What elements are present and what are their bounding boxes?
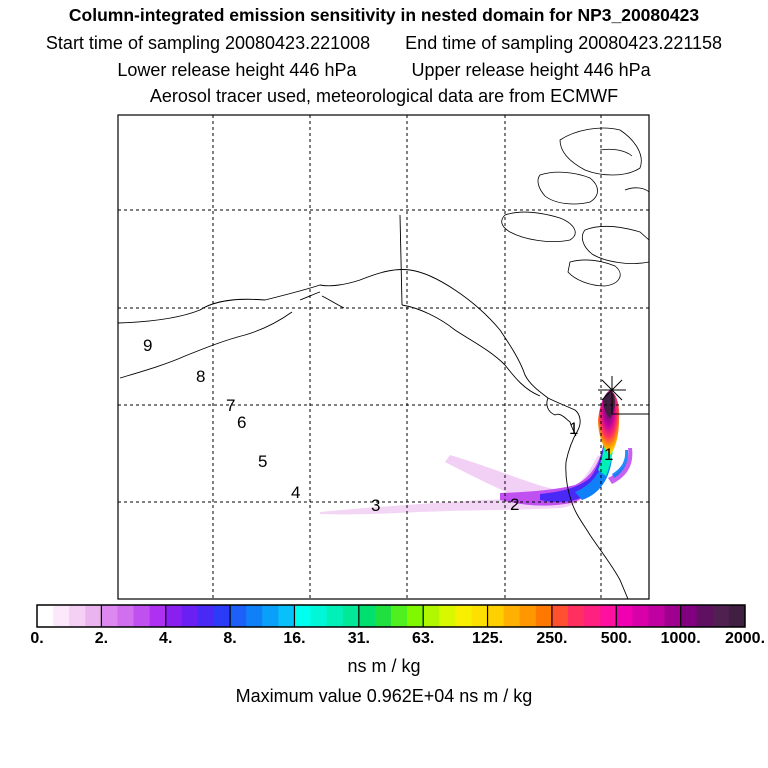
- color-scale-cell: [728, 605, 746, 627]
- position-label: 8: [196, 367, 205, 386]
- start-time-label: Start time of sampling 20080423.221008: [45, 33, 371, 53]
- map-frame: [117, 114, 650, 600]
- map-background: [118, 115, 649, 599]
- position-label: 4: [291, 483, 300, 502]
- color-scale-cell: [214, 605, 231, 627]
- max-value-label: Maximum value 0.962E+04 ns m / kg: [235, 686, 533, 706]
- color-scale-cell: [568, 605, 585, 627]
- release-heights: Lower release height 446 hPa Upper relea…: [0, 60, 768, 81]
- color-scale-cell: [519, 605, 537, 627]
- lower-height-label: Lower release height 446 hPa: [117, 60, 357, 80]
- color-scale-cell: [310, 605, 328, 627]
- position-label: 1: [604, 445, 613, 464]
- color-scale-cell: [326, 605, 344, 627]
- plot-title: Column-integrated emission sensitivity i…: [68, 5, 700, 25]
- position-label: 6: [237, 413, 246, 432]
- color-scale-cell: [664, 605, 682, 627]
- color-scale-cell: [69, 605, 86, 627]
- color-scale-cell: [149, 605, 167, 627]
- position-label: 1: [569, 419, 578, 438]
- upper-height-label: Upper release height 446 hPa: [411, 60, 651, 80]
- color-scale-cell: [342, 605, 360, 627]
- color-scale-cell: [133, 605, 151, 627]
- color-scale-cell: [551, 605, 569, 627]
- color-scale-cell: [246, 605, 263, 627]
- color-scale-cell: [101, 605, 118, 627]
- color-scale-cell: [439, 605, 456, 627]
- color-scale-cell: [503, 605, 521, 627]
- arctic-islands: [501, 127, 649, 287]
- asterisk-star-icon: [598, 376, 649, 415]
- color-scale-cell: [535, 605, 553, 627]
- color-scale-cell: [358, 605, 376, 627]
- color-scale-cell: [600, 605, 617, 627]
- color-scale-tick-label: 250.: [536, 630, 568, 647]
- color-scale-cell: [85, 605, 102, 627]
- color-scale-cell: [584, 605, 601, 627]
- color-scale-cell: [423, 605, 440, 627]
- graticule: [118, 115, 649, 599]
- color-scale-cell: [680, 605, 698, 627]
- color-scale-cell: [230, 605, 247, 627]
- color-scale-cell: [37, 605, 54, 627]
- color-scale-cell: [181, 605, 199, 627]
- color-scale-cell: [391, 605, 408, 627]
- color-scale-cell: [374, 605, 392, 627]
- position-label: 2: [510, 495, 519, 514]
- color-scale-tick-label: 2.: [94, 630, 109, 647]
- color-scale-cell: [712, 605, 730, 627]
- color-scale-cell: [294, 605, 312, 627]
- color-scale-tick-label: 63.: [412, 630, 435, 647]
- position-labels: 1 2 3 4 5 6 7 8 9 1: [143, 336, 613, 515]
- color-scale-cell: [632, 605, 649, 627]
- color-scale-frame: [36, 604, 746, 628]
- position-label: 9: [143, 336, 152, 355]
- color-scale-cell: [165, 605, 183, 627]
- tracer-note: Aerosol tracer used, meteorological data…: [149, 86, 619, 106]
- sensitivity-plume: [320, 390, 633, 515]
- color-scale-tick-label: 31.: [347, 630, 370, 647]
- color-scale-cell: [471, 605, 489, 627]
- color-scale-cell: [455, 605, 472, 627]
- color-scale-tick-label: 1000.: [660, 630, 701, 647]
- coastlines: [118, 214, 629, 599]
- sampling-times: Start time of sampling 20080423.221008 E…: [0, 33, 768, 54]
- color-scale-cell: [487, 605, 505, 627]
- color-scale-cell: [117, 605, 135, 627]
- color-scale-tick-label: 16.: [283, 630, 306, 647]
- color-scale-ticks: 0. 2. 4. 8. 16. 31. 63. 125. 250. 500. 1000. 2000.: [0, 630, 768, 654]
- color-scale-cell: [278, 605, 295, 627]
- color-scale-cell: [53, 605, 70, 627]
- end-time-label: End time of sampling 20080423.221158: [405, 33, 723, 53]
- color-scale-cell: [262, 605, 279, 627]
- color-scale-cell: [407, 605, 424, 627]
- unit-label: ns m / kg: [347, 656, 421, 676]
- color-scale-tick-label: 8.: [223, 630, 237, 647]
- color-scale-tick-label: 2000.: [724, 630, 766, 647]
- color-scale-cell: [696, 605, 714, 627]
- color-scale-tick-label: 125.: [471, 630, 504, 647]
- color-scale-tick-label: 4.: [159, 630, 173, 647]
- position-label: 7: [226, 396, 235, 415]
- color-scale-cell: [648, 605, 666, 627]
- position-label: 5: [258, 452, 267, 471]
- position-label: 3: [371, 496, 380, 515]
- color-scale-cell: [197, 605, 215, 627]
- color-scale-cell: [616, 605, 633, 627]
- color-scale-tick-label: 500.: [600, 630, 632, 647]
- color-scale-tick-label: 0.: [30, 630, 44, 647]
